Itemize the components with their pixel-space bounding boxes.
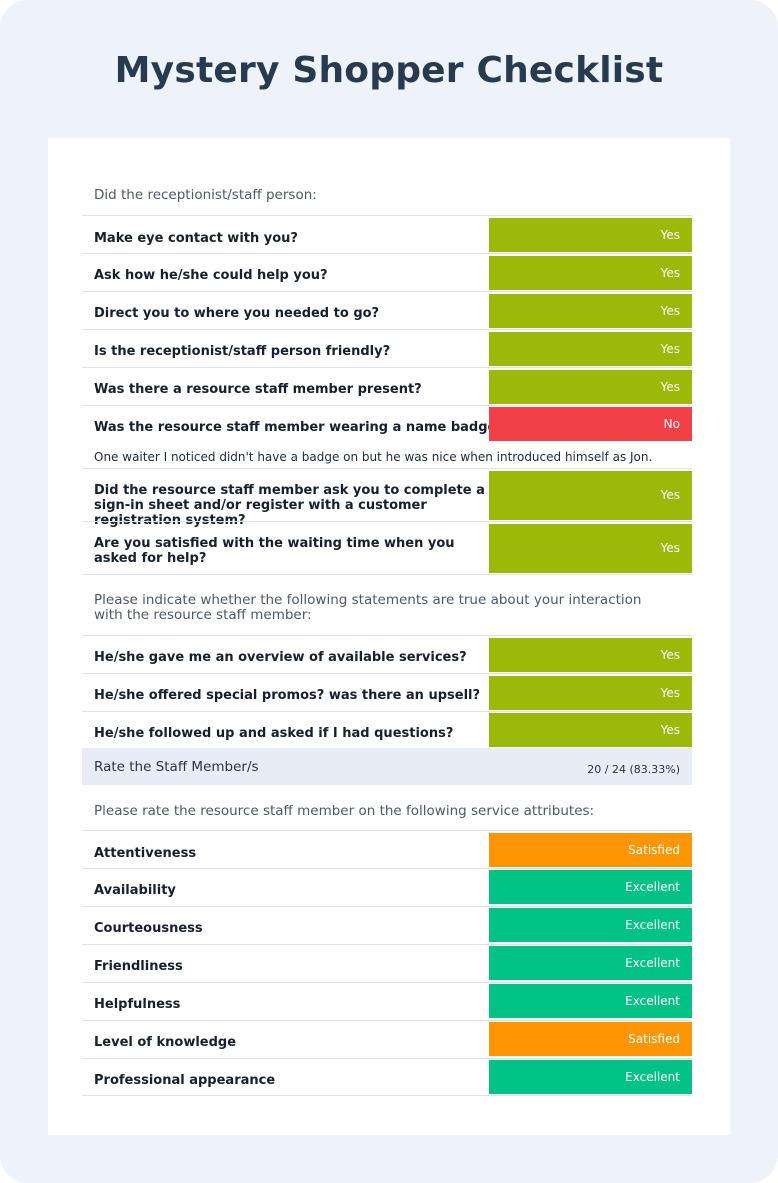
score-value: 20 / 24 (83.33%) [587,763,680,776]
checklist-row: Are you satisfied with the waiting time … [82,521,692,574]
rating-row: Friendliness Excellent [82,944,692,982]
comment-text: One waiter I noticed didn't have a badge… [94,450,653,464]
attribute-name: Helpfulness [94,997,181,1012]
question-text: Make eye contact with you? [94,231,298,246]
answer-badge: No [489,407,692,441]
question-text: Direct you to where you needed to go? [94,306,380,321]
rating-badge: Satisfied [489,833,692,867]
rating-row: Professional appearance Excellent [82,1058,692,1096]
question-text: He/she gave me an overview of available … [94,650,467,665]
checklist-row: Make eye contact with you? Yes [82,215,692,253]
attribute-name: Availability [94,883,176,898]
checklist-card: Did the receptionist/staff person: Make … [48,138,730,1135]
rating-badge: Excellent [489,870,692,904]
checklist-row: Is the receptionist/staff person friendl… [82,329,692,367]
checklist-row: Direct you to where you needed to go? Ye… [82,291,692,329]
attribute-name: Level of knowledge [94,1035,237,1050]
rating-badge: Excellent [489,946,692,980]
answer-badge: Yes [489,524,692,573]
checklist-row: He/she followed up and asked if I had qu… [82,711,692,749]
checklist-row: Did the resource staff member ask you to… [82,468,692,528]
question-text: Ask how he/she could help you? [94,268,328,283]
rating-row: Helpfulness Excellent [82,982,692,1020]
page-title: Mystery Shopper Checklist [114,50,664,91]
rating-badge: Satisfied [489,1022,692,1056]
rating-badge: Excellent [489,984,692,1018]
answer-badge: Yes [489,471,692,520]
question-text: He/she offered special promos? was there… [94,688,481,703]
answer-badge: Yes [489,676,692,710]
divider [82,1095,692,1096]
rating-row: Availability Excellent [82,868,692,906]
section-intro: Please rate the resource staff member on… [94,803,595,819]
answer-badge: Yes [489,256,692,290]
answer-badge: Yes [489,294,692,328]
section-intro: Please indicate whether the following st… [94,592,642,623]
answer-badge: Yes [489,638,692,672]
attribute-name: Courteousness [94,921,203,936]
rating-row: Courteousness Excellent [82,906,692,944]
rating-row: Level of knowledge Satisfied [82,1020,692,1058]
attribute-name: Attentiveness [94,846,197,861]
checklist-row: Was there a resource staff member presen… [82,367,692,405]
question-text: Was the resource staff member wearing a … [94,420,504,435]
score-row: Rate the Staff Member/s 20 / 24 (83.33%) [82,748,692,785]
question-text: Are you satisfied with the waiting time … [94,536,455,566]
rating-badge: Excellent [489,1060,692,1094]
question-text: Was there a resource staff member presen… [94,382,422,397]
rating-badge: Excellent [489,908,692,942]
attribute-name: Professional appearance [94,1073,276,1088]
checklist-row: Ask how he/she could help you? Yes [82,253,692,291]
answer-badge: Yes [489,713,692,747]
checklist-row: He/she offered special promos? was there… [82,673,692,711]
rating-row: Attentiveness Satisfied [82,830,692,868]
question-text: He/she followed up and asked if I had qu… [94,726,454,741]
answer-badge: Yes [489,218,692,252]
answer-badge: Yes [489,332,692,366]
checklist-row: Was the resource staff member wearing a … [82,405,692,468]
answer-badge: Yes [489,370,692,404]
score-label: Rate the Staff Member/s [94,759,259,775]
question-text: Is the receptionist/staff person friendl… [94,344,391,359]
attribute-name: Friendliness [94,959,183,974]
checklist-row: He/she gave me an overview of available … [82,635,692,673]
section-intro: Did the receptionist/staff person: [94,187,317,203]
divider [82,574,692,575]
question-text: Did the resource staff member ask you to… [94,483,485,528]
